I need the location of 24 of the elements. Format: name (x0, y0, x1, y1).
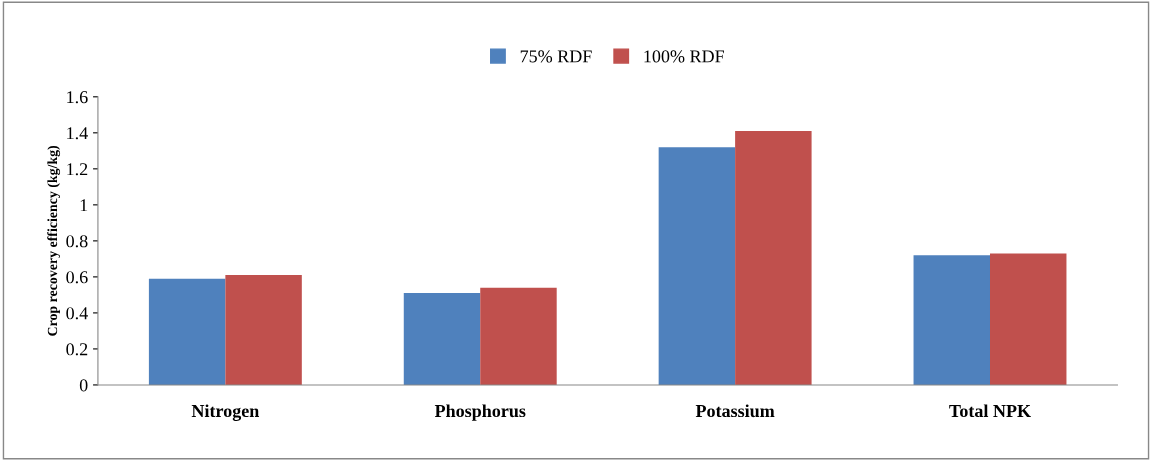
text: 1 (80, 199, 88, 212)
bar (403, 293, 481, 385)
y-axis-title: Crop recovery efficiency (kg/kg) (47, 145, 61, 336)
y-tick-label: 1.4 (67, 127, 88, 140)
legend-label: 100% RDF (644, 50, 724, 63)
bar (148, 278, 226, 385)
y-tick-label: 0.2 (66, 343, 88, 356)
x-tick-label: Nitrogen (191, 404, 260, 421)
x-tick-label: Phosphorus (434, 404, 526, 421)
y-tick-label: 0.6 (66, 271, 88, 284)
x-tick-label: Total NPK (949, 404, 1031, 418)
bar (225, 275, 302, 385)
bar (658, 147, 736, 385)
bar (480, 287, 557, 385)
legend-label: 75% RDF (520, 50, 592, 63)
y-tick-label: 1.6 (67, 91, 88, 104)
y-tick-label: 0.8 (66, 235, 88, 248)
y-tick-label: 0 (79, 379, 88, 392)
bar (735, 131, 812, 385)
y-tick-label: 1.2 (67, 163, 88, 176)
x-tick-label: Potassium (695, 404, 775, 418)
y-tick-label: 0.4 (66, 307, 88, 320)
bar (913, 255, 990, 385)
bar (990, 253, 1067, 385)
